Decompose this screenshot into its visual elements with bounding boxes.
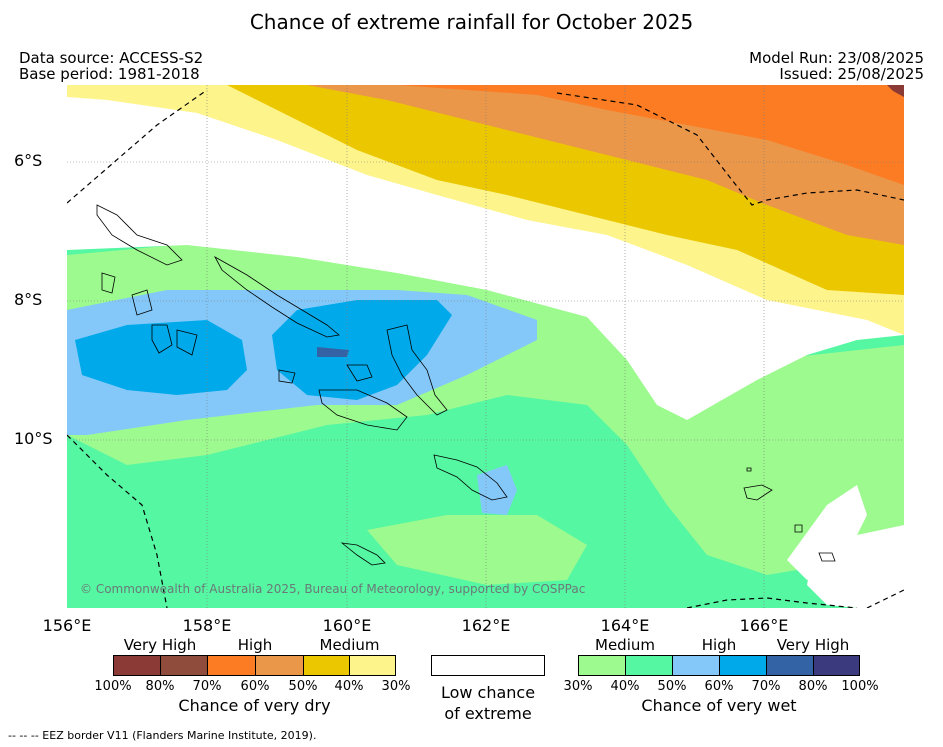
- dry-60-region: [397, 85, 904, 185]
- wet-30-inner: [367, 515, 587, 585]
- copyright-notice: © Commonwealth of Australia 2025, Bureau…: [80, 582, 586, 596]
- wet-swatch-80-100: [813, 655, 860, 676]
- issued-date: Issued: 25/08/2025: [779, 65, 924, 83]
- wet-pct-label: 70%: [751, 679, 781, 694]
- model-run-block: Model Run: 23/08/2025 Issued: 25/08/2025: [749, 50, 924, 82]
- wet-swatch-40-50: [625, 655, 673, 676]
- low-chance-caption-2: of extreme: [444, 704, 532, 723]
- model-run: Model Run: 23/08/2025: [749, 49, 924, 67]
- wet-swatch-60-70: [719, 655, 767, 676]
- rainfall-map: [67, 85, 904, 608]
- wet-caption: Chance of very wet: [641, 696, 797, 715]
- dry-pct-label: 30%: [381, 679, 411, 694]
- eez-footnote: -- -- -- EEZ border V11 (Flanders Marine…: [8, 729, 317, 742]
- dry-80-patch: [887, 85, 904, 97]
- base-period: Base period: 1981-2018: [19, 65, 200, 83]
- wet-pct-label: 30%: [563, 679, 593, 694]
- lon-label-166e: 166°E: [739, 616, 789, 635]
- wet-60-west: [75, 320, 247, 395]
- wet-level-very-high: Very High: [776, 636, 850, 654]
- lon-label-156e: 156°E: [42, 616, 92, 635]
- dry-swatch-100-80: [113, 655, 161, 676]
- grid-lines: [67, 85, 904, 608]
- wet-swatch-30-40: [578, 655, 626, 676]
- map-title: Chance of extreme rainfall for October 2…: [249, 10, 694, 34]
- lon-label-160e: 160°E: [322, 616, 372, 635]
- dry-swatch-50-40: [303, 655, 350, 676]
- lat-label-6s: 6°S: [14, 151, 43, 170]
- dry-swatch-60-50: [255, 655, 304, 676]
- dry-pct-label: 70%: [192, 679, 222, 694]
- wet-pct-label: 40%: [610, 679, 640, 694]
- wet-pct-label: 60%: [704, 679, 734, 694]
- data-source-block: Data source: ACCESS-S2 Base period: 1981…: [19, 50, 203, 82]
- lon-label-158e: 158°E: [182, 616, 232, 635]
- data-source: Data source: ACCESS-S2: [19, 49, 204, 67]
- dry-swatch-70-60: [207, 655, 256, 676]
- dry-level-high: High: [237, 636, 273, 654]
- wet-swatch-70-80: [766, 655, 814, 676]
- lon-label-162e: 162°E: [461, 616, 511, 635]
- low-chance-east: [807, 525, 904, 608]
- dry-pct-label: 50%: [288, 679, 318, 694]
- lat-label-8s: 8°S: [14, 290, 43, 309]
- dry-pct-label: 100%: [94, 679, 132, 694]
- dry-pct-label: 40%: [334, 679, 364, 694]
- low-chance-caption-1: Low chance: [440, 683, 536, 702]
- eez-borders: [67, 89, 904, 608]
- wet-70-patch: [317, 347, 349, 357]
- dry-level-medium: Medium: [319, 636, 380, 654]
- lat-label-10s: 10°S: [14, 429, 53, 448]
- wet-swatch-50-60: [672, 655, 720, 676]
- low-chance-se: [787, 485, 867, 580]
- dry-pct-label: 60%: [240, 679, 270, 694]
- dry-caption: Chance of very dry: [178, 696, 331, 715]
- wet-50-small: [477, 465, 517, 515]
- wet-pct-label: 100%: [841, 679, 879, 694]
- lon-label-164e: 164°E: [600, 616, 650, 635]
- wet-level-high: High: [701, 636, 737, 654]
- dry-swatch-40-30: [349, 655, 396, 676]
- wet-pct-label: 80%: [798, 679, 828, 694]
- coastlines: [96, 204, 836, 566]
- wet-level-medium: Medium: [595, 636, 655, 654]
- wet-pct-label: 50%: [657, 679, 687, 694]
- dry-pct-label: 80%: [145, 679, 175, 694]
- low-chance-swatch: [431, 655, 545, 676]
- dry-level-very-high: Very High: [123, 636, 197, 654]
- dry-swatch-80-70: [160, 655, 208, 676]
